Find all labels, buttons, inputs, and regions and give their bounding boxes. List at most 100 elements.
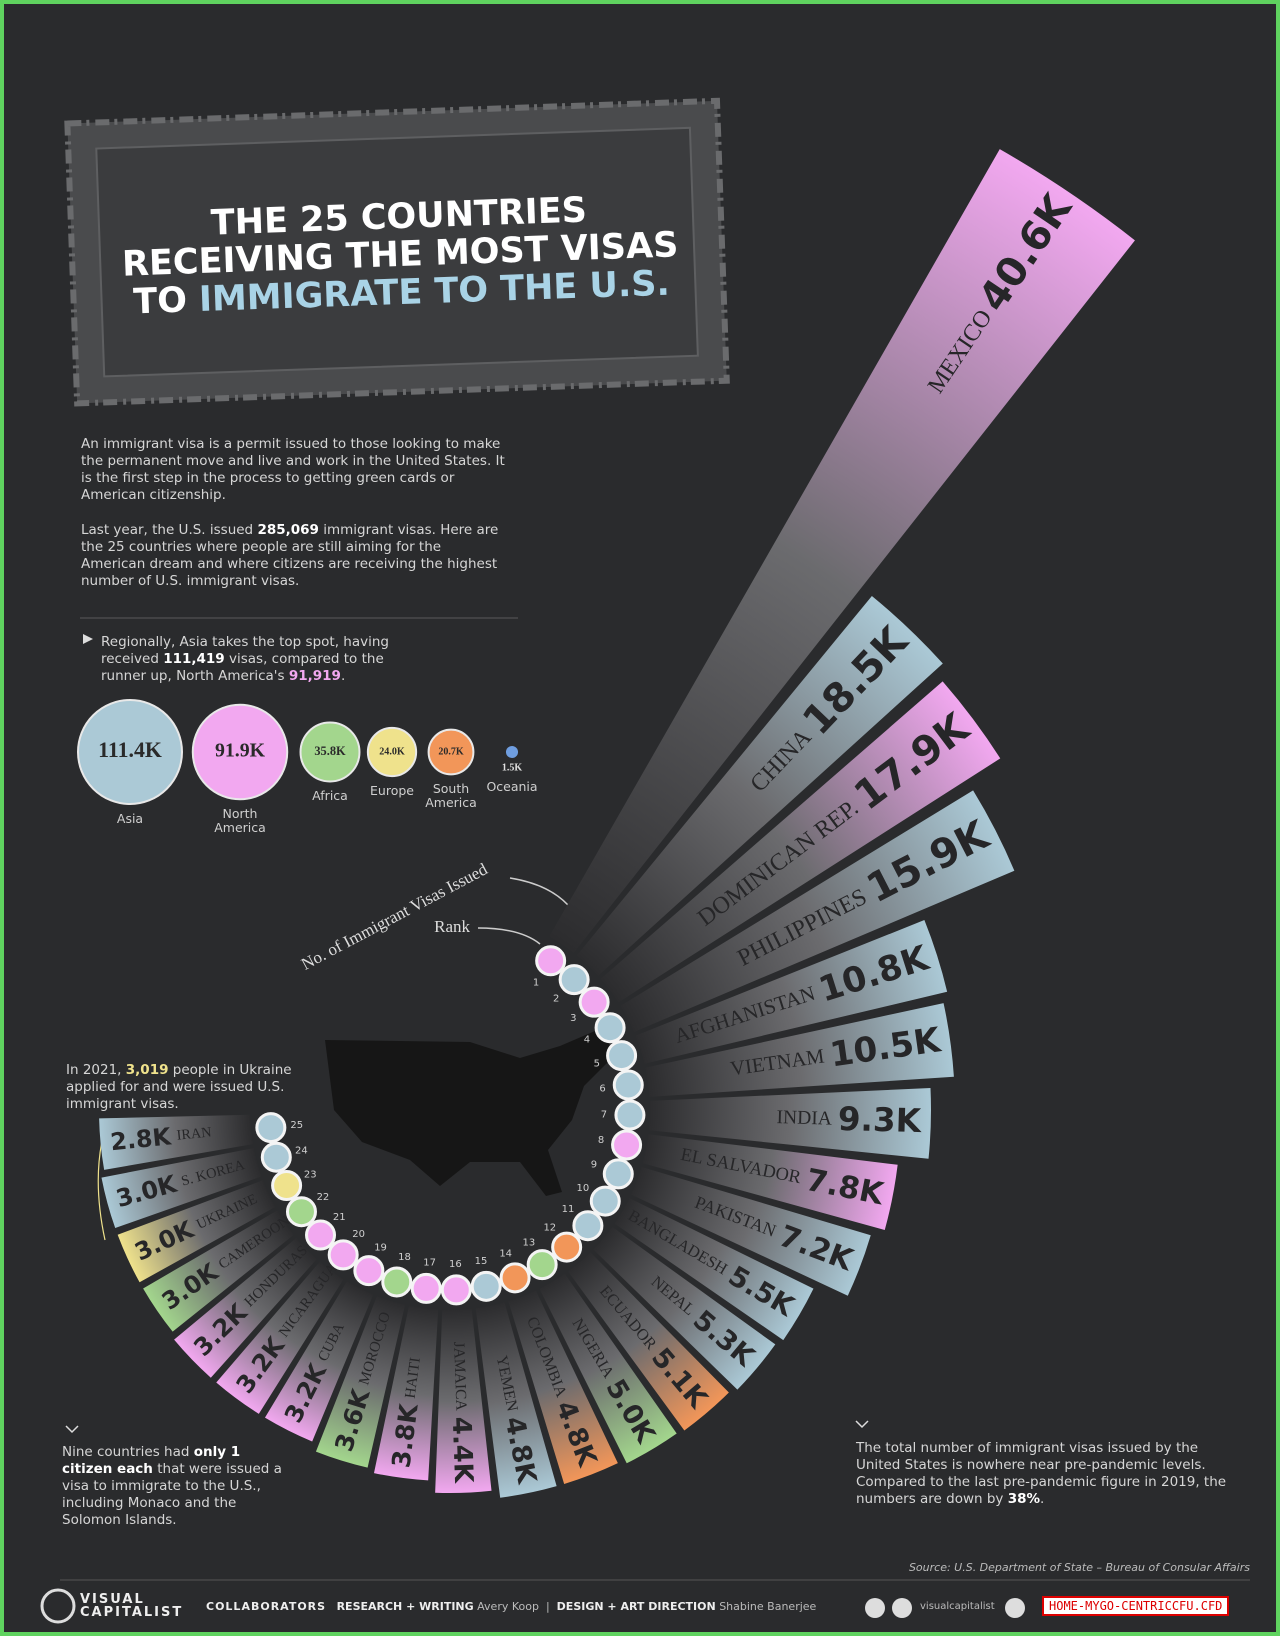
bar [648, 1087, 931, 1159]
rank-label: 23 [304, 1170, 317, 1181]
title-line: TO [133, 280, 188, 322]
bubble [299, 721, 361, 783]
value-label: 9.3K [837, 1100, 923, 1140]
flag [410, 1272, 442, 1304]
bar-label: 2.8K IRAN [109, 1118, 213, 1156]
bubble [191, 703, 289, 801]
credit-label: RESEARCH + WRITING [336, 1600, 474, 1613]
text: visas, compared to the runner up, North … [101, 651, 384, 684]
bubble [77, 699, 183, 805]
flag [614, 1099, 646, 1131]
legend-arrow [509, 877, 569, 906]
rank-label: 12 [543, 1222, 556, 1233]
flag [578, 986, 610, 1018]
bar [117, 1180, 276, 1283]
bar [174, 1237, 317, 1378]
flag [271, 1170, 303, 1202]
country-name: JAMAICA [451, 1341, 470, 1411]
flag [440, 1274, 472, 1306]
rank-label: 13 [522, 1237, 535, 1248]
bar [315, 1296, 406, 1468]
bubble-category-label: Africa [312, 788, 348, 804]
social-icon[interactable] [892, 1598, 912, 1618]
flag [535, 945, 567, 977]
rank-label: 19 [374, 1242, 387, 1253]
bar [600, 681, 1001, 1003]
title-line: TO IMMIGRATE TO THE U.S. [133, 264, 671, 323]
bar [635, 920, 948, 1064]
bar-label: JAMAICA 4.4K [444, 1341, 479, 1484]
country-name: HAITI [403, 1357, 424, 1400]
text: The total number of immigrant visas issu… [856, 1440, 1227, 1507]
bubble-category-label: Asia [116, 811, 144, 826]
bar [264, 1281, 374, 1442]
us-map [325, 1028, 614, 1196]
ukraine-note: In 2021, 3,019 people in Ukraine applied… [66, 1062, 296, 1113]
flag [353, 1255, 385, 1287]
brand-line: CAPITALIST [80, 1605, 184, 1620]
bubble [366, 726, 418, 778]
flag [602, 1158, 634, 1190]
chevron [65, 1420, 869, 1434]
rank-label: 14 [499, 1249, 512, 1260]
rank-label: 6 [599, 1084, 605, 1095]
credit-name: Avery Koop [477, 1600, 539, 1613]
brand-line: VISUAL [80, 1592, 145, 1607]
text: people in Ukraine applied for and were i… [66, 1062, 292, 1112]
bar [216, 1261, 344, 1414]
social-icon[interactable] [865, 1598, 885, 1618]
bar [593, 1226, 776, 1390]
bar [539, 1273, 677, 1464]
flag [381, 1266, 413, 1298]
number: 111,419 [163, 651, 225, 667]
number: 91,919 [288, 668, 341, 684]
country-name: IRAN [176, 1125, 212, 1144]
rank-label: 24 [295, 1145, 308, 1156]
bar [549, 149, 1135, 953]
rank-label: 5 [594, 1058, 600, 1069]
bubble [427, 728, 475, 776]
regional-note: Regionally, Asia takes the top spot, hav… [101, 634, 421, 685]
bar [435, 1308, 492, 1494]
bubble-value-label: 24.0K [379, 746, 405, 757]
flag [611, 1129, 643, 1161]
bubble [505, 745, 519, 759]
bubble-category-label: North America [214, 806, 266, 836]
bar [101, 1148, 262, 1229]
bar [631, 1167, 871, 1296]
credit-label: DESIGN + ART DIRECTION [556, 1600, 716, 1613]
bubble-category-label: Oceania [486, 779, 538, 794]
rank-label: 4 [584, 1035, 590, 1046]
bar [614, 1198, 814, 1341]
bubble-value-label: 35.8K [314, 744, 346, 758]
text: In 2021, [66, 1062, 126, 1078]
bar [576, 595, 943, 976]
intro-p1: An immigrant visa is a permit issued to … [81, 436, 505, 503]
value-label: 2.8K [109, 1122, 174, 1156]
rank-label: 11 [562, 1204, 575, 1215]
text: . [340, 668, 346, 684]
text: immigrant visas. Here are the 25 countri… [81, 522, 499, 589]
text: Regionally, Asia takes the top spot, hav… [101, 634, 389, 667]
rank-label: 7 [601, 1109, 607, 1120]
bar [475, 1302, 557, 1498]
handle[interactable]: visualcapitalist [920, 1601, 995, 1612]
title-plaque: THE 25 COUNTRIES RECEIVING THE MOST VISA… [64, 97, 730, 407]
social-icon[interactable] [1005, 1598, 1025, 1618]
bubble-category-label: South America [425, 781, 477, 811]
rank-label: 1 [533, 977, 539, 988]
flag [499, 1262, 531, 1294]
flag [470, 1270, 502, 1302]
text: that were issued a visa to immigrate to … [62, 1461, 282, 1528]
rank-label: 17 [423, 1258, 436, 1269]
flag [594, 1012, 626, 1044]
rank-label: 9 [591, 1160, 597, 1171]
rank-label: 2 [553, 993, 559, 1004]
bar [373, 1305, 439, 1481]
number: 38% [1007, 1491, 1041, 1507]
bubble-value-label: 111.4K [98, 738, 162, 762]
flag [572, 1210, 604, 1242]
watermark: HOME-MYGO-CENTRICCFU.CFD [1042, 1596, 1230, 1616]
